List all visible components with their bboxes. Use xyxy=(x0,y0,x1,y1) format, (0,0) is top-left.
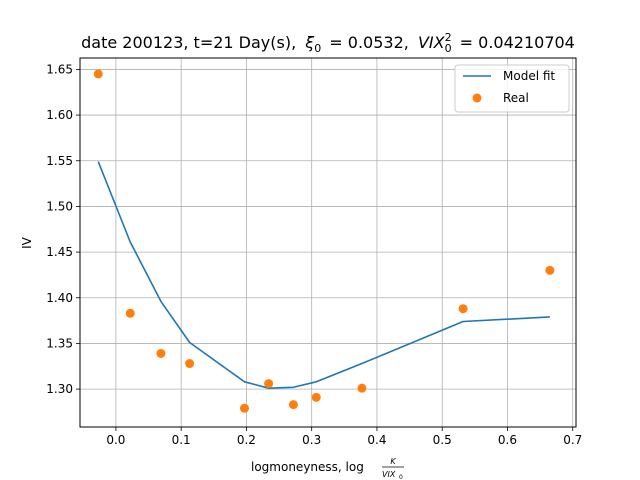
real-point xyxy=(288,400,298,410)
y-tick-label: 1.45 xyxy=(46,245,73,259)
x-tick-label: 0.3 xyxy=(302,433,321,447)
y-axis-label: IV xyxy=(20,236,34,249)
svg-text:VIX: VIX xyxy=(382,470,396,479)
real-point xyxy=(185,359,195,369)
y-tick-label: 1.35 xyxy=(46,336,73,350)
y-tick-label: 1.60 xyxy=(46,108,73,122)
real-point xyxy=(125,308,135,318)
x-tick-label: 0.0 xyxy=(106,433,125,447)
chart-title: date 200123, t=21 Day(s), ξ0 = 0.0532, V… xyxy=(81,31,575,56)
legend-real-marker xyxy=(472,93,482,103)
x-tick-label: 0.2 xyxy=(237,433,256,447)
real-point xyxy=(545,265,555,275)
legend: Model fit Real xyxy=(454,64,570,113)
series-layer xyxy=(93,69,555,413)
svg-text:0: 0 xyxy=(399,474,403,480)
x-tick-label: 0.4 xyxy=(367,433,386,447)
x-tick-label: 0.6 xyxy=(498,433,517,447)
ticks: 0.0 0.1 0.2 0.3 0.4 0.5 0.6 0.7 1.30 1.35 1.40 1.45… xyxy=(46,62,582,447)
real-point xyxy=(239,403,249,413)
y-tick-label: 1.50 xyxy=(46,199,73,213)
model-fit-line xyxy=(97,161,550,389)
y-tick-label: 1.65 xyxy=(46,62,73,76)
y-tick-label: 1.30 xyxy=(46,382,73,396)
x-tick-label: 0.5 xyxy=(433,433,452,447)
x-tick-label: 0.1 xyxy=(172,433,191,447)
real-point xyxy=(458,304,468,314)
legend-real-label: Real xyxy=(503,91,529,105)
axes-frame xyxy=(79,57,577,428)
svg-text:K: K xyxy=(390,457,396,466)
x-axis-label: logmoneyness, log K VIX 0 xyxy=(251,457,404,480)
real-point xyxy=(156,348,166,358)
legend-model-fit-label: Model fit xyxy=(503,69,555,83)
grid xyxy=(80,58,576,427)
y-tick-label: 1.40 xyxy=(46,291,73,305)
y-tick-label: 1.55 xyxy=(46,154,73,168)
real-point xyxy=(264,379,274,389)
svg-text:logmoneyness, log: logmoneyness, log xyxy=(251,460,364,474)
x-tick-label: 0.7 xyxy=(563,433,582,447)
real-point xyxy=(357,383,367,393)
real-point xyxy=(311,392,321,402)
real-point xyxy=(93,69,103,79)
